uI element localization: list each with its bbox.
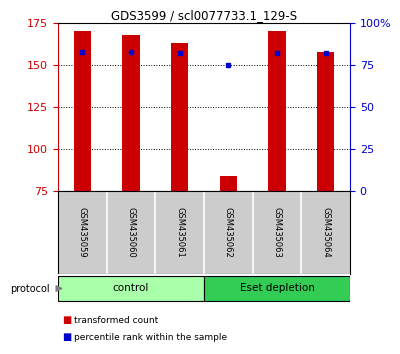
Text: GSM435060: GSM435060 [126, 207, 136, 258]
Bar [122, 35, 140, 191]
Bar [220, 176, 237, 191]
Text: ■: ■ [62, 315, 71, 325]
Text: GSM435059: GSM435059 [78, 207, 87, 258]
Text: transformed count: transformed count [74, 316, 158, 325]
Bar [58, 276, 204, 301]
Bar [74, 32, 91, 191]
Text: control: control [113, 283, 149, 293]
Bar [204, 276, 350, 301]
Text: percentile rank within the sample: percentile rank within the sample [74, 332, 227, 342]
Bar [268, 32, 286, 191]
Text: protocol: protocol [10, 284, 50, 293]
Bar [317, 52, 334, 191]
Title: GDS3599 / scl0077733.1_129-S: GDS3599 / scl0077733.1_129-S [111, 9, 297, 22]
Text: GSM435062: GSM435062 [224, 207, 233, 258]
Bar [171, 43, 188, 191]
Text: GSM435064: GSM435064 [321, 207, 330, 258]
Text: GSM435061: GSM435061 [175, 207, 184, 258]
Text: ■: ■ [62, 332, 71, 342]
Text: Eset depletion: Eset depletion [240, 283, 314, 293]
Text: GSM435063: GSM435063 [272, 207, 282, 258]
